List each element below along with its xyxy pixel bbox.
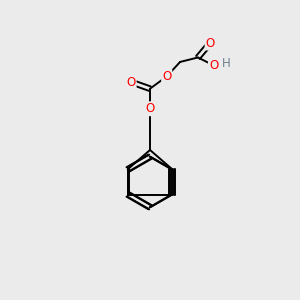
Text: O: O xyxy=(146,102,154,115)
Text: O: O xyxy=(209,59,218,72)
Text: H: H xyxy=(222,57,230,70)
Text: O: O xyxy=(126,76,136,88)
Text: O: O xyxy=(206,37,215,50)
Text: O: O xyxy=(162,70,171,83)
